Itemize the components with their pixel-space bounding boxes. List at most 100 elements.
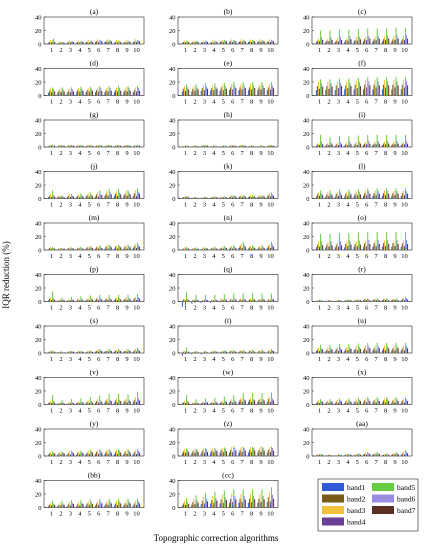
x-tick-label: 4 [346, 459, 350, 466]
bar-band7 [369, 243, 371, 250]
bar-band3 [59, 144, 61, 147]
legend-swatch-band3 [322, 506, 344, 514]
y-tick-label: 20 [35, 440, 42, 447]
bar-band3 [193, 498, 195, 508]
bar-band2 [326, 144, 328, 147]
bar-band5 [367, 28, 369, 44]
bar-band6 [377, 140, 379, 147]
bar-band3 [97, 87, 99, 96]
bar-band3 [106, 87, 108, 96]
x-tick-label: 8 [116, 356, 119, 363]
bar-band2 [220, 299, 222, 302]
bar-band1 [123, 146, 125, 147]
bar-band5 [348, 398, 350, 405]
bar-band5 [367, 298, 369, 302]
bar-band1 [257, 300, 259, 302]
bar-band5 [89, 449, 91, 456]
x-tick-label: 6 [365, 47, 369, 54]
bar-band3 [221, 447, 223, 456]
bar-band6 [100, 298, 102, 302]
bar-band3 [346, 191, 348, 199]
bar-band7 [407, 193, 409, 199]
x-tick-label: 9 [259, 305, 262, 312]
x-tick-label: 6 [231, 459, 235, 466]
bar-band1 [325, 41, 327, 44]
bar-band1 [247, 452, 249, 457]
bar-band3 [384, 298, 386, 302]
bar-band2 [77, 351, 79, 353]
bar-band1 [123, 505, 125, 508]
bar-band6 [205, 41, 207, 44]
x-tick-label: 3 [337, 356, 340, 363]
bar-band7 [235, 145, 237, 147]
x-tick-label: 6 [231, 47, 235, 54]
bar-band5 [61, 351, 63, 353]
bar-band7 [341, 86, 343, 96]
x-tick-label: 1 [50, 150, 53, 157]
x-tick-label: 5 [88, 459, 91, 466]
x-tick-label: 2 [193, 99, 196, 106]
x-tick-label: 3 [337, 202, 340, 209]
bar-band3 [250, 145, 252, 147]
bar-band2 [401, 298, 403, 302]
bar-band4 [203, 301, 205, 303]
x-tick-label: 6 [97, 150, 101, 157]
bar-band6 [243, 244, 245, 250]
bar-band3 [240, 298, 242, 302]
bar-band2 [96, 350, 98, 353]
bar-band7 [331, 349, 333, 354]
bar-band7 [73, 403, 75, 405]
bar-band3 [68, 350, 70, 353]
bar-band7 [350, 401, 352, 405]
bar-band3 [59, 247, 61, 250]
bar-band3 [402, 79, 404, 96]
bar-band5 [118, 86, 120, 96]
bar-band7 [350, 86, 352, 96]
bar-band7 [110, 41, 112, 44]
bar-band2 [211, 88, 213, 96]
bar-band4 [194, 90, 196, 96]
bar-band4 [375, 245, 377, 250]
bar-band1 [113, 351, 115, 353]
bar-band1 [372, 402, 374, 405]
bar-band2 [401, 193, 403, 199]
bar-band2 [86, 401, 88, 405]
bar-band3 [374, 345, 376, 353]
bar-band7 [82, 196, 84, 199]
bar-band4 [107, 91, 109, 96]
bar-band2 [345, 348, 347, 353]
bar-band3 [106, 398, 108, 405]
bar-band5 [348, 136, 350, 147]
bar-band7 [369, 300, 371, 302]
bar-band7 [139, 145, 141, 147]
bar-band2 [230, 41, 232, 44]
subplot-title: (k) [224, 162, 233, 171]
x-tick-label: 10 [267, 253, 274, 260]
bar-band7 [378, 453, 380, 456]
bar-band7 [197, 352, 199, 353]
bar-band6 [224, 86, 226, 96]
bar-band2 [258, 449, 260, 456]
bar-band7 [263, 400, 265, 405]
bar-band5 [367, 188, 369, 199]
subplot-title: (i) [358, 110, 366, 119]
bar-band7 [120, 145, 122, 147]
x-tick-label: 2 [59, 202, 62, 209]
bar-band7 [397, 143, 399, 148]
bar-band2 [364, 400, 366, 405]
bar-band7 [73, 248, 75, 250]
bar-band5 [261, 145, 263, 147]
y-tick-label: 20 [303, 28, 310, 35]
bar-band4 [213, 502, 215, 508]
bar-band7 [397, 85, 399, 96]
bar-band6 [128, 501, 130, 508]
bar-band6 [138, 245, 140, 250]
bar-band5 [136, 86, 138, 96]
bar-band2 [230, 299, 232, 302]
bar-band5 [127, 144, 129, 147]
x-tick-label: 8 [116, 202, 119, 209]
x-tick-label: 6 [231, 150, 235, 157]
bar-band4 [203, 90, 205, 96]
bar-band1 [123, 351, 125, 353]
